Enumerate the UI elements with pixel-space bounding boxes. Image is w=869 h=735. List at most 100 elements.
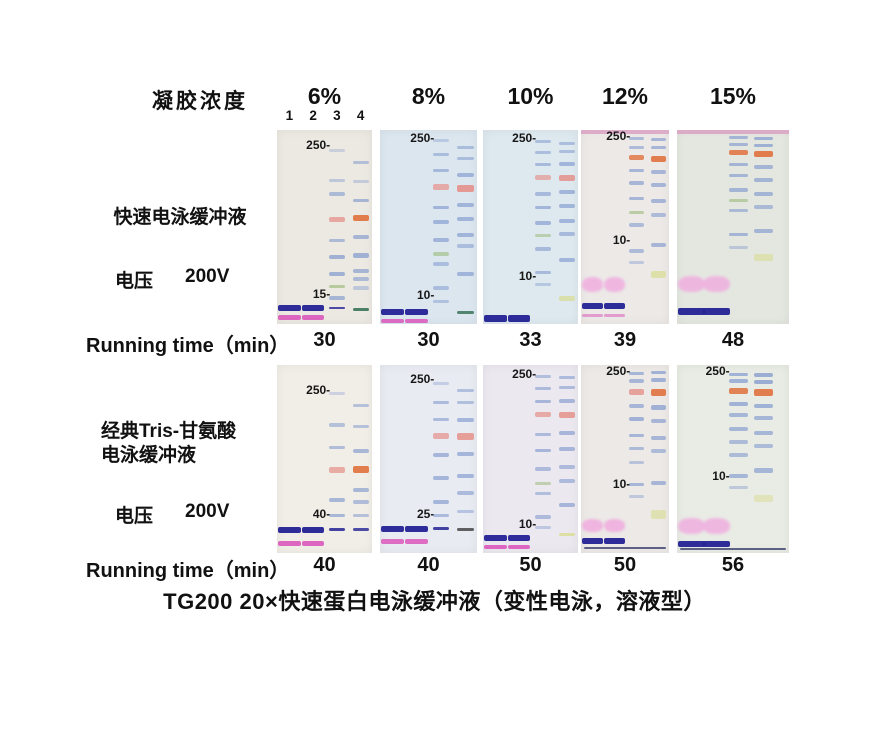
gel-band [328,498,345,503]
gel-band [753,136,773,140]
gel-band [628,379,644,383]
gel-band [534,448,551,453]
gel-band [729,173,749,178]
gel-band [328,149,345,153]
gel-band [432,138,450,142]
mw-marker-label: 250- [306,137,331,152]
voltage-label: 电压 [115,271,154,292]
gel-band [650,242,666,248]
gel-band [729,379,749,383]
running-time-value: 33 [519,329,542,351]
gel-band [558,295,575,301]
gel-band [628,181,644,185]
gel-band [457,528,474,531]
mw-marker-label: 250- [306,383,331,398]
gel-band [581,303,603,310]
gel-band [352,286,369,291]
gel-band [301,304,325,311]
gel-band [534,375,551,379]
voltage-value: 200V [185,501,230,522]
gel-band [534,151,551,155]
gel-band [729,232,749,237]
gel-band [729,372,749,377]
sample-dye-blob [702,275,730,292]
gel-band [432,237,450,242]
gel-band [729,150,749,156]
lane-number: 1 [285,108,294,123]
gel-band [534,192,551,196]
gel-band [603,314,625,318]
gel-band [483,315,507,323]
gel-band [650,137,666,141]
gel-band [457,389,474,393]
sample-dye-blob [678,518,705,535]
gel-band [753,164,773,169]
gel-band [457,157,474,161]
mw-marker-label: 10- [712,468,730,483]
gel-band [432,527,450,531]
gel-band [328,306,345,310]
gel-band [558,398,575,403]
gel-band [650,146,666,150]
running-time-value: 40 [417,554,440,576]
gel-band [534,432,551,437]
gel-band [301,540,325,546]
gel-band [729,246,749,250]
gel-band [328,392,345,396]
gel-band [432,184,450,191]
gel-band [457,400,474,404]
running-time-value: 48 [721,329,745,351]
gel-band [729,162,749,167]
gel-band [753,403,773,409]
gel-band [753,388,773,396]
gel-band [628,416,644,421]
gel-band [432,252,450,257]
sample-dye-blob [581,277,603,293]
gel-band [650,448,666,453]
gel-band [650,480,666,486]
gel-band [558,385,575,389]
mw-marker-label: 250- [410,130,435,145]
gel-band [581,538,603,545]
gel-band [352,198,369,203]
gel-band [328,238,345,243]
gel-band [432,168,450,173]
concentration-value: 15% [709,83,757,109]
mw-marker-label: 10- [518,516,537,531]
gel-band [328,255,345,260]
gel-band [558,376,575,380]
gel-band [753,254,773,262]
gel-band [534,247,551,252]
lane-number: 2 [309,108,317,123]
gel-band [753,494,773,502]
gel-band [729,401,749,406]
gel-band [457,311,474,315]
mw-marker-label: 250- [410,372,435,387]
gel-band [352,513,369,518]
gel-band [628,145,644,149]
gel-band [650,270,666,278]
mw-marker-label: 250- [512,130,537,145]
gel-band [558,412,575,418]
gel-band [753,143,773,147]
gel-band [380,309,405,316]
gel-band [352,234,369,239]
gel-band [650,388,666,396]
gel-band [534,412,551,417]
gel-band [729,453,749,457]
gel-image: 250- 10- [581,129,669,324]
gel-band [534,399,551,404]
gel-band [457,185,474,193]
gel-band [729,135,749,139]
gel-band [301,315,325,320]
gel-image: 250- 10- [581,364,669,553]
gel-band [432,513,450,518]
gel-band [380,526,405,533]
gel-band [328,295,345,300]
gel-band [729,412,749,417]
gel-band [558,219,575,224]
gel-band [352,161,369,165]
gel-band [534,233,551,237]
voltage-row-2: 电压 200V [115,501,229,528]
